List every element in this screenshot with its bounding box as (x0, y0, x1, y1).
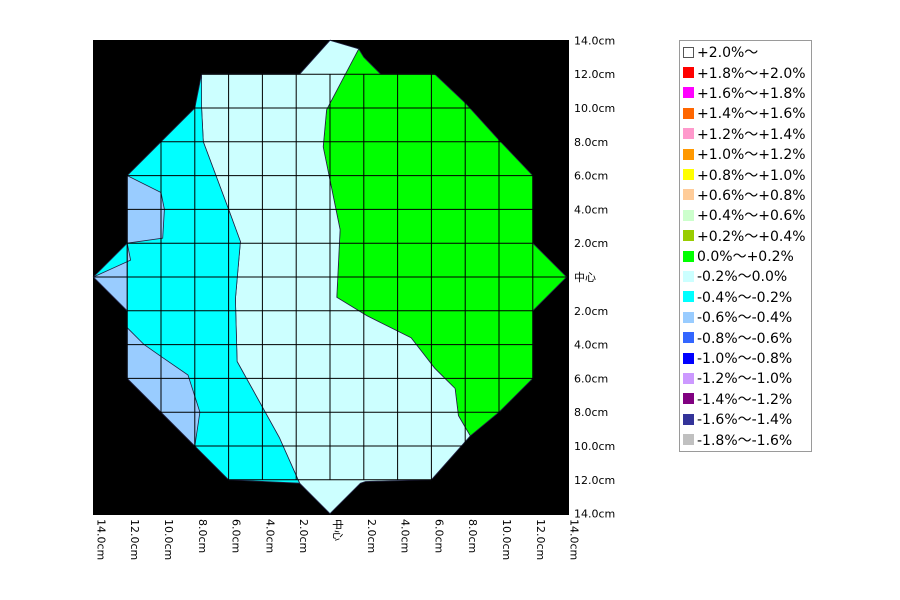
y-tick-label: 2.0cm (574, 305, 608, 318)
legend-swatch (683, 230, 694, 242)
legend-item: +2.0%～ (683, 42, 811, 62)
legend-item: -0.4%～-0.2% (683, 287, 811, 307)
y-tick-labels: 14.0cm 12.0cm 10.0cm 8.0cm 6.0cm 4.0cm 2.0cm 中心… (574, 34, 615, 520)
contour-region (126, 326, 201, 447)
legend-swatch (683, 169, 694, 181)
legend-item: +0.8%～+1.0% (683, 164, 811, 184)
legend-label: -0.6%～-0.4% (697, 310, 793, 327)
legend-label: +0.8%～+1.0% (697, 167, 806, 184)
legend-swatch (683, 46, 694, 58)
x-tick-label: 2.0cm (297, 519, 310, 553)
legend-label: +1.2%～+1.4% (697, 126, 806, 143)
legend-swatch (683, 352, 694, 364)
grid-lines (93, 73, 567, 481)
y-tick-label: 6.0cm (574, 170, 608, 183)
legend-label: +0.2%～+0.4% (697, 228, 806, 245)
x-tick-label: 14.0cm (94, 519, 107, 560)
legend-label: +1.4%～+1.6% (697, 106, 806, 123)
legend-swatch (683, 107, 694, 119)
y-tick-label: 12.0cm (574, 68, 615, 81)
legend-swatch (683, 372, 694, 384)
legend-label: -1.0%～-0.8% (697, 351, 793, 368)
legend-swatch (683, 189, 694, 201)
legend-swatch (683, 67, 694, 79)
y-tick-label: 4.0cm (574, 203, 608, 216)
legend: +2.0%～ +1.8%～+2.0% +1.6%～+1.8% +1.4%～+1.6% +… (679, 40, 812, 452)
legend-item: -1.6%～-1.4% (683, 409, 811, 429)
legend-swatch (683, 291, 694, 303)
x-tick-label: 10.0cm (162, 519, 175, 560)
x-tick-label: 6.0cm (230, 519, 243, 553)
y-tick-label: 10.0cm (574, 440, 615, 453)
x-tick-label: 4.0cm (399, 519, 412, 553)
legend-label: -0.4%～-0.2% (697, 289, 793, 306)
legend-item: +1.8%～+2.0% (683, 62, 811, 82)
legend-label: -1.6%～-1.4% (697, 412, 793, 429)
legend-swatch (683, 87, 694, 99)
legend-swatch (683, 434, 694, 446)
x-tick-label: 2.0cm (365, 519, 378, 553)
legend-item: -0.6%～-0.4% (683, 307, 811, 327)
x-tick-label: 6.0cm (432, 519, 445, 553)
x-tick-label: 8.0cm (196, 519, 209, 553)
legend-item: +1.6%～+1.8% (683, 83, 811, 103)
y-tick-label: 4.0cm (574, 339, 608, 352)
x-tick-label: 10.0cm (500, 519, 513, 560)
legend-label: -1.8%～-1.6% (697, 432, 793, 449)
y-tick-label: 中心 (574, 271, 596, 284)
legend-label: -1.2%～-1.0% (697, 371, 793, 388)
legend-swatch (683, 209, 694, 221)
legend-item: +0.2%～+0.4% (683, 226, 811, 246)
x-tick-label: 14.0cm (568, 519, 581, 560)
legend-swatch (683, 250, 694, 262)
y-tick-label: 14.0cm (574, 34, 615, 47)
legend-swatch (683, 270, 694, 282)
y-tick-label: 8.0cm (574, 136, 608, 149)
x-tick-label: 8.0cm (466, 519, 479, 553)
legend-label: -0.8%～-0.6% (697, 330, 793, 347)
legend-item: -1.2%～-1.0% (683, 368, 811, 388)
x-tick-label: 12.0cm (534, 519, 547, 560)
legend-item: +1.4%～+1.6% (683, 103, 811, 123)
legend-swatch (683, 148, 694, 160)
x-tick-label: 4.0cm (263, 519, 276, 553)
legend-label: +2.0%～ (697, 45, 759, 62)
legend-label: -1.4%～-1.2% (697, 391, 793, 408)
legend-swatch (683, 413, 694, 425)
legend-item: +0.6%～+0.8% (683, 185, 811, 205)
legend-item: -1.8%～-1.6% (683, 429, 811, 449)
y-tick-label: 2.0cm (574, 237, 608, 250)
legend-item: -1.0%～-0.8% (683, 348, 811, 368)
legend-label: 0.0%～+0.2% (697, 249, 794, 266)
legend-label: +1.0%～+1.2% (697, 147, 806, 164)
legend-swatch (683, 393, 694, 405)
legend-item: +0.4%～+0.6% (683, 205, 811, 225)
legend-label: +0.6%～+0.8% (697, 187, 806, 204)
x-tick-label: 12.0cm (128, 519, 141, 560)
legend-swatch (683, 128, 694, 140)
legend-item: -0.2%～0.0% (683, 266, 811, 286)
legend-swatch (683, 332, 694, 344)
y-tick-label: 14.0cm (574, 508, 615, 521)
legend-label: -0.2%～0.0% (697, 269, 788, 286)
legend-label: +1.6%～+1.8% (697, 85, 806, 102)
y-tick-label: 10.0cm (574, 102, 615, 115)
x-tick-label: 中心 (331, 519, 344, 541)
y-tick-label: 8.0cm (574, 406, 608, 419)
y-tick-label: 6.0cm (574, 372, 608, 385)
x-tick-labels: 14.0cm 12.0cm 10.0cm 8.0cm 6.0cm 4.0cm 2.0cm 中心… (94, 519, 580, 560)
legend-label: +0.4%～+0.6% (697, 208, 806, 225)
y-tick-label: 12.0cm (574, 474, 615, 487)
legend-label: +1.8%～+2.0% (697, 65, 806, 82)
legend-item: 0.0%～+0.2% (683, 246, 811, 266)
legend-item: +1.2%～+1.4% (683, 124, 811, 144)
legend-swatch (683, 311, 694, 323)
legend-item: +1.0%～+1.2% (683, 144, 811, 164)
legend-item: -1.4%～-1.2% (683, 389, 811, 409)
legend-item: -0.8%～-0.6% (683, 327, 811, 347)
